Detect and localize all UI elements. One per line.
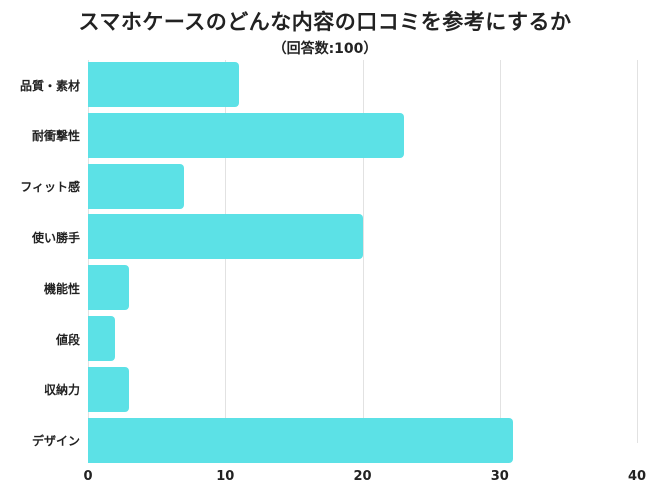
bar (88, 265, 130, 311)
x-tick-label: 20 (353, 469, 372, 484)
bar (88, 366, 130, 412)
gridline (637, 60, 638, 443)
y-category-label: 値段 (55, 332, 80, 347)
x-tick-label: 10 (216, 469, 235, 484)
bar (88, 214, 363, 260)
bar (88, 62, 239, 107)
x-tick-label: 0 (83, 469, 93, 484)
y-category-label: フィット感 (20, 180, 80, 195)
plot-area (88, 60, 638, 463)
bar (88, 316, 116, 361)
gridline (362, 60, 364, 443)
gridline (499, 60, 501, 443)
chart-subtitle: （回答数:100） (272, 41, 378, 57)
y-category-label: デザイン (31, 434, 80, 449)
x-tick-label: 40 (627, 469, 647, 484)
bar (88, 417, 514, 463)
y-category-label: 耐衝撃性 (31, 129, 80, 144)
y-category-label: 品質・素材 (19, 78, 80, 93)
y-category-label: 収納力 (43, 383, 80, 398)
bar (88, 112, 404, 158)
chart-title: スマホケースのどんな内容の口コミを参考にするか (78, 10, 572, 34)
x-tick-label: 30 (490, 469, 509, 484)
bar (88, 163, 185, 209)
y-category-label: 使い勝手 (31, 230, 80, 245)
y-category-label: 機能性 (43, 281, 80, 296)
